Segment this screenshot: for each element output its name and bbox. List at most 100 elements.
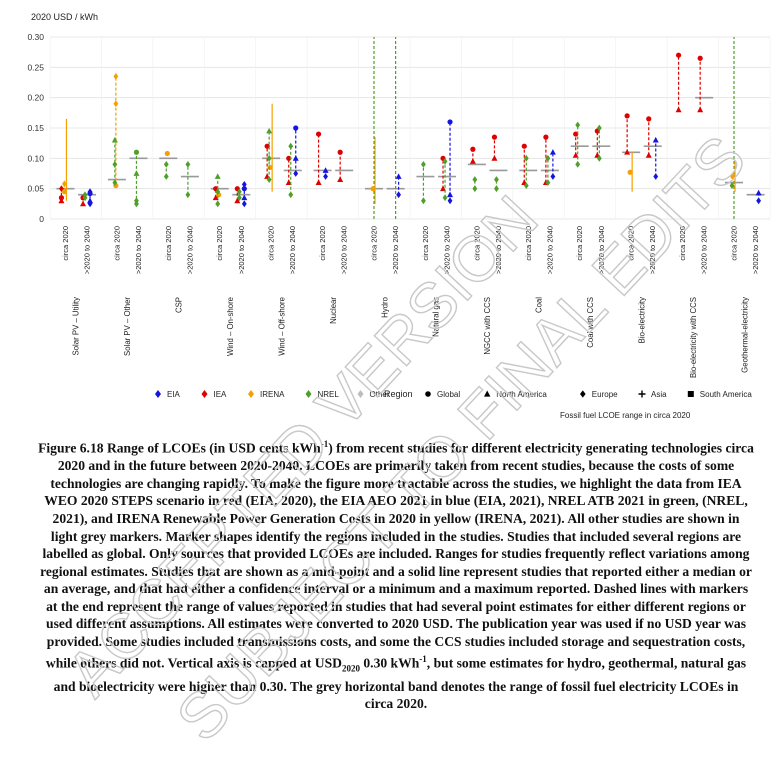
technology-label: NGCC with CCS [483,297,492,355]
lcoe-chart: 2020 USD / kWh 0 0.05 0.10 0.15 0.20 0.25 0.30… [27,12,771,420]
data-point [756,197,761,205]
y-tick-label: 0.20 [27,93,44,103]
data-point [729,182,735,190]
data-point [82,191,88,199]
data-point [523,154,529,162]
legend-label: IRENA [260,390,285,399]
data-point [87,188,93,196]
period-label: circa 2020 [61,226,70,261]
data-point [234,197,241,204]
figure-number: Figure 6.18 [38,440,104,456]
legend-label: EIA [167,390,181,399]
data-point [215,188,221,196]
data-point [80,200,87,207]
data-point [214,173,221,179]
technology-label: Bio-electricity [637,297,646,343]
data-point [61,189,68,195]
y-tick-label: 0.30 [27,32,44,42]
legend-label: Other [370,390,390,399]
legend-region-marker [580,390,586,398]
period-label: circa 2020 [575,226,584,261]
period-label: >2020 to 2040 [83,226,92,274]
legend-region-label: Global [437,390,460,399]
data-point [241,181,247,188]
data-point [469,158,476,164]
period-label: circa 2020 [370,226,379,261]
data-point [370,186,376,192]
y-axis-label: 2020 USD / kWh [31,12,98,22]
legend-marker [305,390,312,398]
data-point [241,200,247,208]
period-label: >2020 to 2040 [134,226,143,274]
data-point [494,176,499,183]
data-point [87,197,94,204]
data-point [572,152,579,158]
data-point [185,161,191,168]
data-point [215,200,221,208]
period-label: >2020 to 2040 [237,226,246,274]
legend-region-label: North America [496,390,547,399]
data-point [241,194,248,201]
period-label: >2020 to 2040 [185,226,194,274]
technology-label: Geothermal-electricity [740,297,749,373]
data-point [646,116,652,122]
data-point [575,121,581,129]
data-point [266,176,272,183]
data-point [442,157,448,165]
technology-label: Solar PV – Other [123,297,132,356]
data-point [550,173,556,180]
data-point [440,185,447,192]
data-point [113,100,119,108]
data-point [653,173,659,180]
technology-label: CSP [175,297,184,313]
data-point [133,149,140,155]
y-tick-label: 0.10 [27,153,44,163]
data-point [293,125,299,131]
data-point [288,191,294,199]
data-point [545,179,551,186]
caption-text-4: , but some estimates for hydro, geotherm… [53,655,747,712]
data-point [286,155,292,161]
data-point [337,176,344,182]
technology-label: Bio-electricity with CCS [689,297,698,378]
data-point [447,191,454,198]
legend-label: IEA [214,390,228,399]
data-point [112,179,118,186]
technology-label: Natural gas [432,297,441,337]
legend-marker [357,390,364,398]
technology-label: Solar PV – Utility [72,297,81,356]
data-point [58,197,65,204]
data-point [315,179,322,185]
data-point [396,191,401,199]
data-point [624,113,630,119]
y-tick-label: 0.05 [27,184,44,194]
data-point [730,173,736,180]
data-point [596,124,602,132]
data-point [264,143,270,149]
data-point [697,55,703,61]
technology-label: Wind – Off-shore [277,297,286,356]
data-point [442,194,448,202]
data-point [575,161,581,168]
data-point [62,180,67,188]
data-point [543,134,549,140]
caption-text-3: 0.30 kWh [359,655,420,671]
data-point [652,136,659,143]
data-point [293,170,299,177]
technology-label: Coal with CCS [586,297,595,348]
data-point [645,152,652,158]
data-point [447,119,453,125]
period-label: >2020 to 2040 [494,226,503,274]
data-point [164,150,170,157]
period-label: >2020 to 2040 [751,226,760,274]
period-label: >2020 to 2040 [545,226,554,274]
data-point [113,73,119,80]
data-point [185,191,191,199]
period-label: circa 2020 [112,226,121,261]
data-point [491,155,498,161]
period-label: circa 2020 [318,226,327,261]
data-point [134,197,139,205]
period-label: circa 2020 [164,226,173,261]
period-label: >2020 to 2040 [443,226,452,274]
data-point [545,154,551,162]
